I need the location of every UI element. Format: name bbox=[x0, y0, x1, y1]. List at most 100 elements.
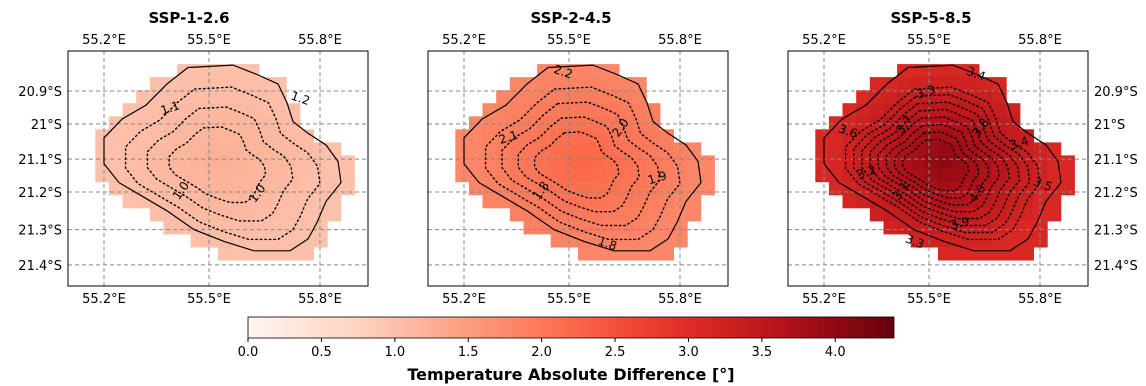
heatmap-cell bbox=[550, 116, 565, 130]
heatmap-cell bbox=[286, 129, 301, 143]
heatmap-cell bbox=[231, 168, 246, 183]
heatmap-cell bbox=[951, 181, 966, 196]
heatmap-cell bbox=[95, 142, 110, 157]
heatmap-cell bbox=[938, 194, 953, 209]
heatmap-cell bbox=[523, 129, 538, 143]
colorbar-gradient bbox=[247, 316, 895, 339]
heatmap-cell bbox=[95, 155, 110, 170]
heatmap-cell bbox=[136, 168, 151, 183]
colorbar-tick-label: 2.5 bbox=[605, 345, 626, 360]
heatmap-cell bbox=[978, 155, 994, 170]
heatmap-cell bbox=[659, 246, 674, 261]
heatmap-cell bbox=[258, 116, 274, 130]
heatmap-cell bbox=[951, 90, 966, 104]
heatmap-cell bbox=[1019, 233, 1034, 248]
heatmap-cell bbox=[856, 129, 871, 143]
contour-line bbox=[533, 131, 620, 199]
heatmap-cell bbox=[828, 155, 844, 170]
heatmap-cell bbox=[313, 181, 328, 196]
lon-tick-label-bottom: 55.2°E bbox=[442, 292, 486, 307]
heatmap-cell bbox=[965, 129, 980, 143]
heatmap-cell bbox=[910, 155, 925, 170]
heatmap-cell bbox=[245, 155, 260, 170]
heatmap-cell bbox=[272, 207, 287, 222]
heatmap-cell bbox=[163, 77, 178, 91]
heatmap-cell bbox=[177, 116, 192, 130]
heatmap-cell bbox=[578, 168, 593, 183]
heatmap-cell bbox=[618, 155, 634, 170]
heatmap-cell bbox=[245, 207, 260, 222]
heatmap-cell bbox=[659, 181, 674, 196]
heatmap-cell bbox=[496, 116, 511, 130]
heatmap-cell bbox=[299, 233, 314, 248]
lon-tick-label-top: 55.8°E bbox=[658, 33, 702, 48]
heatmap-cell bbox=[299, 220, 314, 235]
heatmap-cell bbox=[632, 233, 647, 248]
heatmap-cell bbox=[869, 77, 884, 91]
heatmap-cell bbox=[632, 155, 647, 170]
heatmap-cell bbox=[258, 220, 274, 235]
heatmap-cell bbox=[163, 129, 178, 143]
heatmap-cell bbox=[163, 155, 178, 170]
heatmap-cell bbox=[245, 194, 260, 209]
heatmap-cell bbox=[272, 246, 287, 261]
contour-label: 1.2 bbox=[289, 89, 312, 108]
heatmap-cell bbox=[578, 64, 593, 78]
heatmap-cell bbox=[992, 155, 1007, 170]
heatmap-cell bbox=[550, 233, 565, 248]
colorbar-tick-label: 1.0 bbox=[384, 345, 405, 360]
contour-line bbox=[893, 131, 980, 199]
heatmap-cell bbox=[204, 207, 219, 222]
heatmap-cell bbox=[468, 129, 484, 143]
heatmap-cell bbox=[272, 129, 287, 143]
heatmap-cell bbox=[618, 103, 634, 117]
heatmap-cell bbox=[523, 90, 538, 104]
map-frame bbox=[427, 50, 729, 287]
heatmap-cell bbox=[523, 103, 538, 117]
heatmap-cell bbox=[856, 194, 871, 209]
heatmap-cell bbox=[883, 142, 898, 157]
contour-line bbox=[124, 86, 321, 241]
heatmap-cell bbox=[190, 90, 205, 104]
heatmap-cell bbox=[177, 103, 192, 117]
lat-tick-label-right: 21.1°S bbox=[1094, 153, 1138, 168]
heatmap-cell bbox=[258, 246, 274, 261]
heatmap-cell bbox=[591, 181, 606, 196]
coastline bbox=[103, 64, 342, 252]
map-panel-ssp-2-4-5: SSP-2-4.5 1.82.12.22.01.91.8 55.2°E55.2°… bbox=[427, 9, 729, 307]
lon-tick-label-bottom: 55.8°E bbox=[298, 292, 342, 307]
heatmap-cell bbox=[177, 168, 192, 183]
heatmap-cell bbox=[313, 168, 328, 183]
heatmap-cell bbox=[1006, 194, 1021, 209]
heatmap-cell bbox=[537, 207, 552, 222]
contour-label: 1.1 bbox=[159, 98, 181, 117]
heatmap-cell bbox=[550, 103, 565, 117]
contour-line bbox=[501, 101, 661, 227]
heatmap-cell bbox=[618, 220, 634, 235]
heatmap-cell bbox=[938, 103, 953, 117]
heatmap-cell bbox=[938, 246, 953, 261]
colorbar-tick-label: 4.0 bbox=[825, 345, 846, 360]
heatmap-cell bbox=[1033, 220, 1048, 235]
heatmap-cell bbox=[468, 116, 484, 130]
heatmap-cell bbox=[204, 220, 219, 235]
heatmap-cell bbox=[910, 77, 925, 91]
heatmap-cell bbox=[496, 168, 511, 183]
heatmap-cell bbox=[700, 168, 715, 183]
heatmap-cell bbox=[992, 129, 1007, 143]
heatmap-cell bbox=[122, 129, 137, 143]
heatmap-cell bbox=[122, 142, 137, 157]
heatmap-cell bbox=[673, 142, 688, 157]
heatmap-cell bbox=[177, 155, 192, 170]
heatmap-cell bbox=[659, 233, 674, 248]
heatmap-cell bbox=[924, 220, 939, 235]
heatmap-cell bbox=[815, 142, 830, 157]
heatmap-cell bbox=[978, 194, 994, 209]
heatmap-cell bbox=[632, 129, 647, 143]
heatmap-cell bbox=[537, 129, 552, 143]
heatmap-cell bbox=[340, 155, 355, 170]
heatmap-cell bbox=[204, 64, 219, 78]
heatmap-cell bbox=[978, 142, 994, 157]
heatmap-cell bbox=[1019, 220, 1034, 235]
